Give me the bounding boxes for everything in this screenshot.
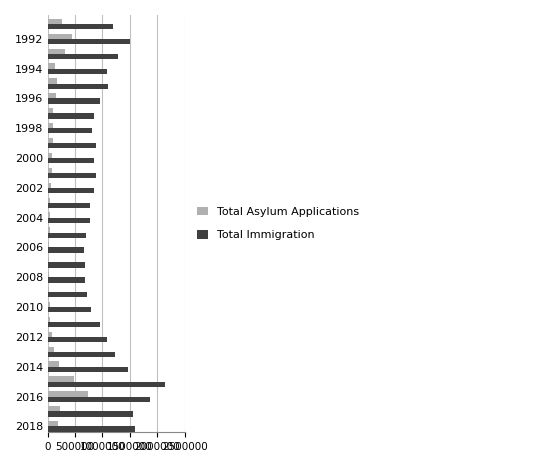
Bar [48, 84, 108, 89]
Bar [48, 367, 128, 372]
Bar [48, 317, 50, 322]
Bar [48, 212, 50, 218]
Bar [48, 39, 130, 44]
Bar [48, 153, 52, 158]
Bar [48, 272, 49, 277]
Bar [48, 128, 91, 134]
Bar [48, 307, 91, 312]
Bar [48, 34, 72, 39]
Bar [48, 406, 60, 411]
Bar [48, 168, 53, 173]
Bar [48, 382, 165, 387]
Bar [48, 302, 50, 307]
Bar [48, 411, 133, 417]
Bar [48, 183, 51, 188]
Bar [48, 347, 54, 352]
Bar [48, 188, 94, 193]
Bar [48, 322, 100, 327]
Bar [48, 78, 57, 84]
Legend: Total Asylum Applications, Total Immigration: Total Asylum Applications, Total Immigra… [192, 201, 365, 246]
Bar [48, 287, 49, 292]
Bar [48, 421, 58, 426]
Bar [48, 426, 135, 432]
Bar [48, 123, 53, 128]
Bar [48, 262, 85, 268]
Bar [48, 248, 84, 253]
Bar [48, 19, 62, 24]
Bar [48, 138, 53, 143]
Bar [48, 108, 53, 113]
Bar [48, 277, 85, 283]
Bar [48, 242, 49, 248]
Bar [48, 352, 115, 357]
Bar [48, 64, 55, 69]
Bar [48, 218, 90, 223]
Bar [48, 198, 50, 203]
Bar [48, 113, 94, 119]
Bar [48, 54, 118, 59]
Bar [48, 337, 107, 342]
Bar [48, 332, 52, 337]
Bar [48, 292, 87, 297]
Bar [48, 376, 74, 382]
Bar [48, 361, 59, 367]
Bar [48, 233, 86, 238]
Bar [48, 49, 65, 54]
Bar [48, 143, 96, 149]
Bar [48, 99, 100, 104]
Bar [48, 158, 94, 163]
Bar [48, 203, 90, 208]
Bar [48, 227, 50, 233]
Bar [48, 69, 107, 74]
Bar [48, 396, 150, 402]
Bar [48, 93, 56, 99]
Bar [48, 391, 89, 396]
Bar [48, 257, 49, 262]
Bar [48, 173, 96, 178]
Bar [48, 24, 113, 29]
